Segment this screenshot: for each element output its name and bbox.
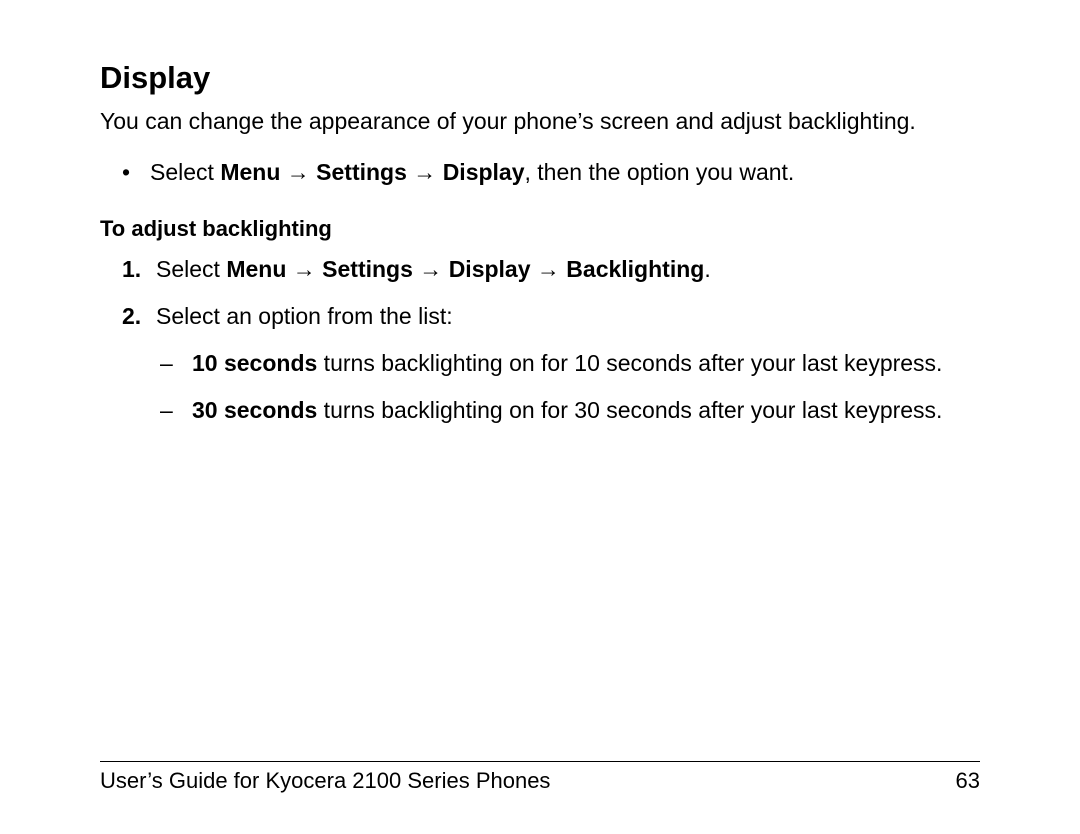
page-footer: User’s Guide for Kyocera 2100 Series Pho…	[100, 761, 980, 794]
option-text: 10 seconds turns backlighting on for 10 …	[192, 348, 942, 379]
bullet-text: Select Menu → Settings → Display, then t…	[150, 157, 794, 188]
subheading: To adjust backlighting	[100, 216, 980, 242]
dash-mark: –	[160, 348, 192, 379]
step-text: Select Menu → Settings → Display → Backl…	[156, 254, 711, 285]
step-number: 1.	[122, 254, 156, 285]
option-1: – 10 seconds turns backlighting on for 1…	[160, 348, 980, 379]
dash-mark: –	[160, 395, 192, 426]
step-1: 1. Select Menu → Settings → Display → Ba…	[122, 254, 980, 285]
step-text: Select an option from the list:	[156, 301, 453, 332]
bullet-mark: •	[122, 157, 150, 188]
intro-paragraph: You can change the appearance of your ph…	[100, 106, 980, 137]
option-2: – 30 seconds turns backlighting on for 3…	[160, 395, 980, 426]
section-heading: Display	[100, 60, 980, 96]
page-number: 63	[956, 768, 980, 794]
footer-title: User’s Guide for Kyocera 2100 Series Pho…	[100, 768, 550, 794]
option-text: 30 seconds turns backlighting on for 30 …	[192, 395, 942, 426]
nav-bullet: • Select Menu → Settings → Display, then…	[122, 157, 980, 188]
page-content: Display You can change the appearance of…	[0, 0, 1080, 426]
step-number: 2.	[122, 301, 156, 332]
step-2: 2. Select an option from the list:	[122, 301, 980, 332]
